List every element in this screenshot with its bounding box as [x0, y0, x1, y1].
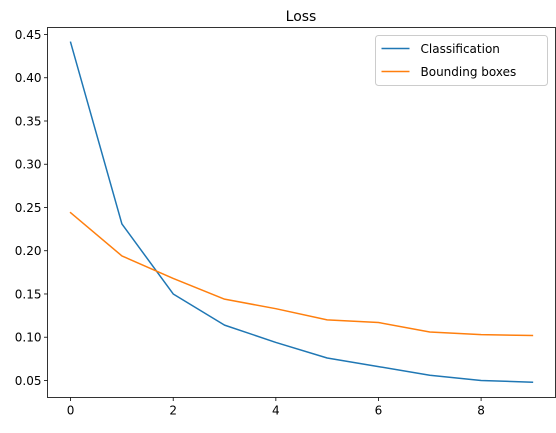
y-tick-label: 0.25	[15, 201, 42, 215]
x-tick-label: 2	[169, 404, 177, 418]
y-tick-label: 0.20	[15, 244, 42, 258]
y-tick-label: 0.40	[15, 71, 42, 85]
y-tick-label: 0.45	[15, 28, 42, 42]
legend: Classification Bounding boxes	[375, 35, 548, 86]
x-tick-label: 6	[375, 404, 383, 418]
series-lines	[69, 41, 534, 383]
series-line-classification	[69, 41, 534, 383]
x-tick-label: 8	[477, 404, 485, 418]
legend-box	[375, 35, 548, 86]
axis-ticks: 0 2 4 6 8 0.05 0.10 0.15 0.20 0.25 0.30 0.35 0.40 0.4…	[15, 28, 485, 418]
x-tick-label: 0	[67, 404, 75, 418]
series-line-bounding-boxes	[69, 211, 534, 337]
legend-label: Classification	[421, 42, 500, 56]
y-tick-label: 0.10	[15, 331, 42, 345]
y-tick-label: 0.35	[15, 114, 42, 128]
y-tick-label: 0.30	[15, 158, 42, 172]
y-tick-label: 0.05	[15, 374, 42, 388]
y-tick-label: 0.15	[15, 287, 42, 301]
x-tick-label: 4	[272, 404, 280, 418]
legend-label: Bounding boxes	[421, 65, 517, 79]
chart-title: Loss	[286, 9, 317, 25]
